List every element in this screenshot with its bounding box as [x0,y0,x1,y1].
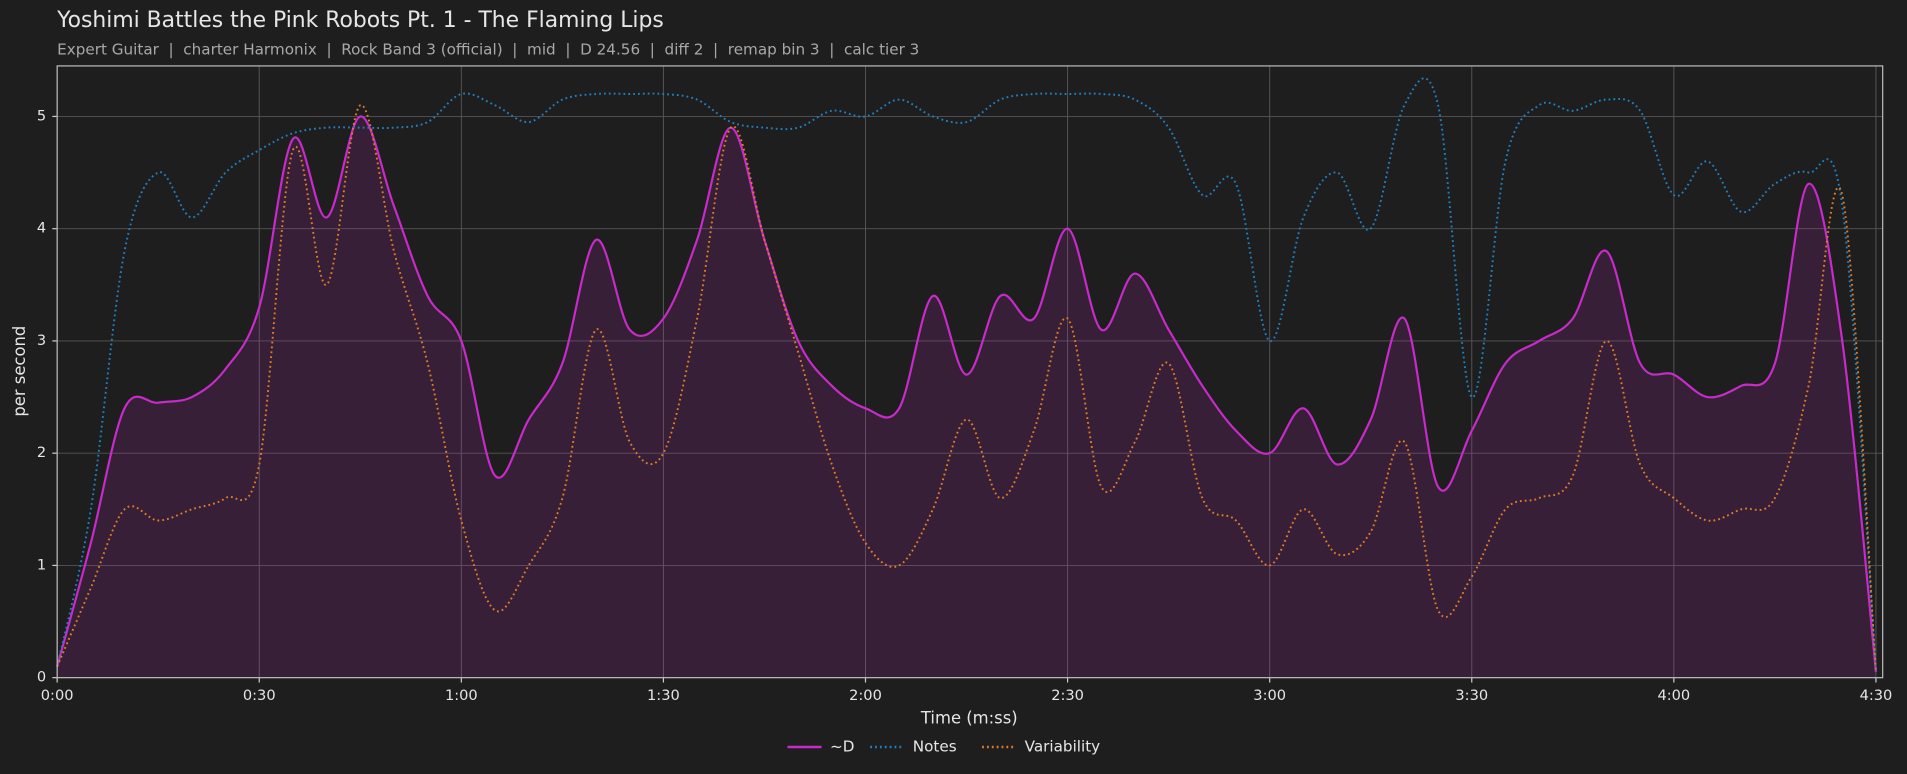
legend-label: Variability [1025,737,1101,755]
chart-subtitle: Expert Guitar | charter Harmonix | Rock … [57,41,919,59]
x-axis-label: Time (m:ss) [920,709,1018,728]
line [56,104,1877,673]
y-tick-label: 2 [37,444,46,461]
line [56,77,1877,673]
y-tick-label: 0 [37,669,46,686]
x-tick-label: 3:30 [1455,687,1488,704]
y-tick-label: 5 [37,107,46,124]
legend-label: Notes [913,737,957,755]
x-tick-label: 4:00 [1657,687,1690,704]
x-tick-label: 2:00 [849,687,882,704]
x-tick-label: 1:30 [647,687,680,704]
area [57,116,1876,678]
x-tick-label: 3:00 [1253,687,1286,704]
y-axis-label: per second [10,326,29,417]
x-tick-label: 2:30 [1051,687,1084,704]
line [56,115,1878,673]
y-tick-label: 3 [37,332,46,349]
x-tick-label: 4:30 [1860,687,1893,704]
y-tick-label: 4 [37,220,46,237]
x-tick-label: 0:00 [41,687,74,704]
x-tick-label: 0:30 [243,687,276,704]
chart-title: Yoshimi Battles the Pink Robots Pt. 1 - … [56,8,664,33]
y-tick-label: 1 [37,556,46,573]
x-tick-label: 1:00 [445,687,478,704]
plot-frame [56,65,1884,679]
legend-label: ~D [830,737,854,755]
